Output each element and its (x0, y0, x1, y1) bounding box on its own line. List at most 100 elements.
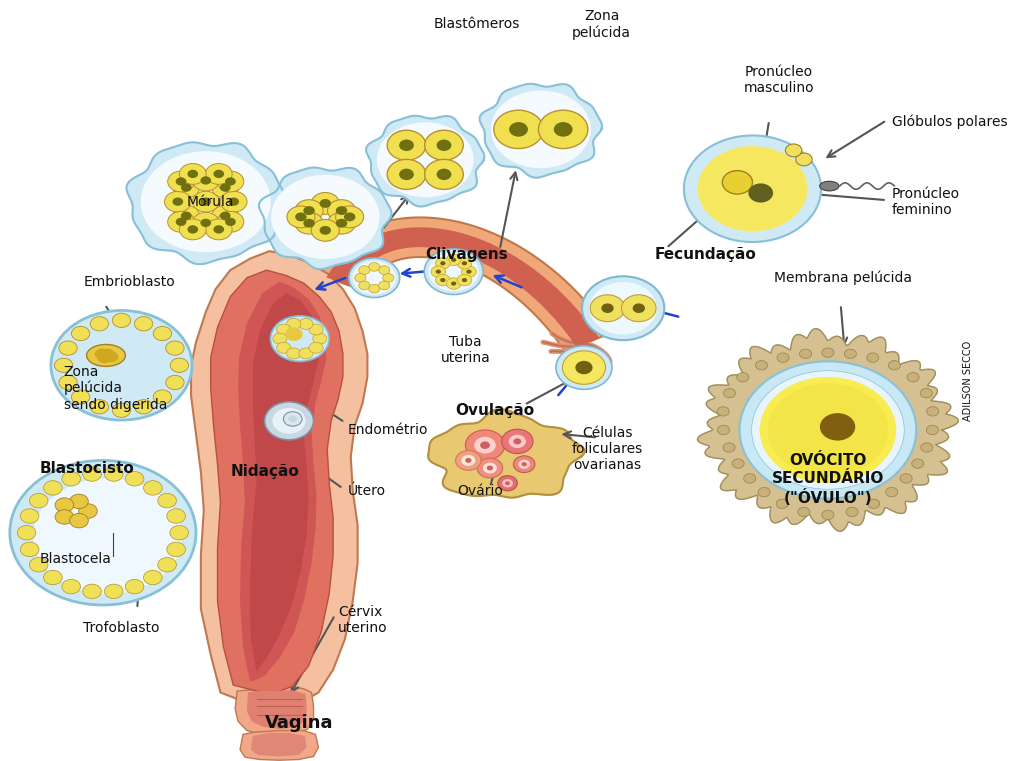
Circle shape (143, 570, 162, 584)
Text: Cérvix
uterino: Cérvix uterino (338, 605, 388, 635)
Circle shape (176, 218, 186, 226)
Circle shape (179, 164, 206, 184)
Circle shape (289, 416, 297, 422)
Circle shape (425, 159, 463, 189)
Circle shape (201, 177, 211, 185)
Circle shape (212, 205, 239, 226)
Circle shape (319, 199, 331, 208)
Text: Nidação: Nidação (230, 464, 299, 479)
Circle shape (270, 316, 329, 361)
Circle shape (457, 257, 472, 269)
Circle shape (295, 212, 323, 234)
Circle shape (556, 345, 612, 390)
Circle shape (20, 542, 39, 556)
Circle shape (55, 498, 74, 512)
Circle shape (173, 205, 200, 226)
Text: Membrana pelúcida: Membrana pelúcida (773, 270, 911, 285)
Circle shape (436, 139, 452, 151)
Circle shape (167, 542, 185, 556)
Circle shape (369, 285, 380, 293)
Circle shape (166, 341, 184, 355)
Circle shape (562, 351, 605, 384)
Text: Fecundação: Fecundação (654, 247, 757, 263)
Circle shape (575, 361, 593, 374)
Text: Pronúcleo
masculino: Pronúcleo masculino (743, 65, 814, 95)
Circle shape (521, 462, 527, 466)
Circle shape (303, 218, 314, 228)
Circle shape (399, 139, 414, 151)
Circle shape (83, 584, 101, 599)
Circle shape (287, 318, 301, 330)
Text: Blastocisto: Blastocisto (39, 460, 134, 476)
Circle shape (354, 273, 366, 282)
Circle shape (295, 199, 323, 221)
Circle shape (502, 429, 534, 454)
Circle shape (474, 437, 496, 454)
Circle shape (285, 327, 303, 341)
Circle shape (436, 269, 441, 274)
Circle shape (225, 218, 236, 226)
Circle shape (213, 170, 224, 178)
Circle shape (387, 159, 426, 189)
Circle shape (276, 342, 291, 353)
Circle shape (424, 249, 483, 295)
Circle shape (336, 206, 364, 228)
Circle shape (435, 275, 451, 286)
Circle shape (752, 371, 904, 489)
Circle shape (312, 333, 327, 344)
Circle shape (140, 151, 270, 252)
Circle shape (311, 219, 339, 241)
Circle shape (387, 130, 426, 161)
Circle shape (590, 282, 657, 334)
Circle shape (732, 459, 744, 468)
Circle shape (383, 273, 394, 282)
Circle shape (72, 390, 90, 404)
Circle shape (134, 317, 153, 331)
Circle shape (845, 349, 856, 358)
Circle shape (179, 219, 206, 240)
Circle shape (193, 212, 219, 233)
Circle shape (486, 466, 494, 470)
Circle shape (446, 278, 461, 289)
Circle shape (70, 514, 88, 528)
Polygon shape (259, 167, 391, 269)
Circle shape (465, 430, 505, 460)
Polygon shape (236, 686, 313, 737)
Circle shape (358, 266, 370, 275)
Circle shape (494, 110, 543, 148)
Polygon shape (247, 690, 306, 729)
Polygon shape (127, 142, 285, 264)
Circle shape (866, 353, 879, 362)
Text: Zona
pelúcida: Zona pelúcida (572, 9, 631, 40)
Text: Clivagens: Clivagens (425, 247, 508, 263)
Polygon shape (314, 218, 610, 352)
Circle shape (462, 278, 467, 282)
Text: Glóbulos polares: Glóbulos polares (892, 114, 1008, 129)
Circle shape (172, 198, 183, 205)
Circle shape (590, 295, 625, 322)
Circle shape (113, 403, 131, 417)
Circle shape (220, 191, 247, 212)
Circle shape (181, 212, 191, 220)
Circle shape (299, 318, 313, 330)
Circle shape (70, 494, 88, 508)
Circle shape (55, 510, 74, 524)
Circle shape (79, 504, 97, 518)
Circle shape (451, 258, 457, 262)
Circle shape (125, 579, 144, 594)
Circle shape (158, 493, 176, 508)
Text: Ovário: Ovário (457, 484, 503, 498)
Circle shape (217, 212, 244, 232)
Circle shape (44, 481, 62, 495)
Circle shape (168, 212, 195, 232)
Circle shape (379, 266, 390, 275)
Circle shape (513, 456, 535, 473)
Circle shape (311, 193, 339, 215)
Polygon shape (479, 84, 602, 177)
Circle shape (886, 487, 898, 497)
Circle shape (158, 558, 176, 572)
Circle shape (165, 191, 191, 212)
Circle shape (911, 459, 924, 468)
Text: Trofoblasto: Trofoblasto (83, 621, 160, 635)
Circle shape (477, 458, 503, 478)
